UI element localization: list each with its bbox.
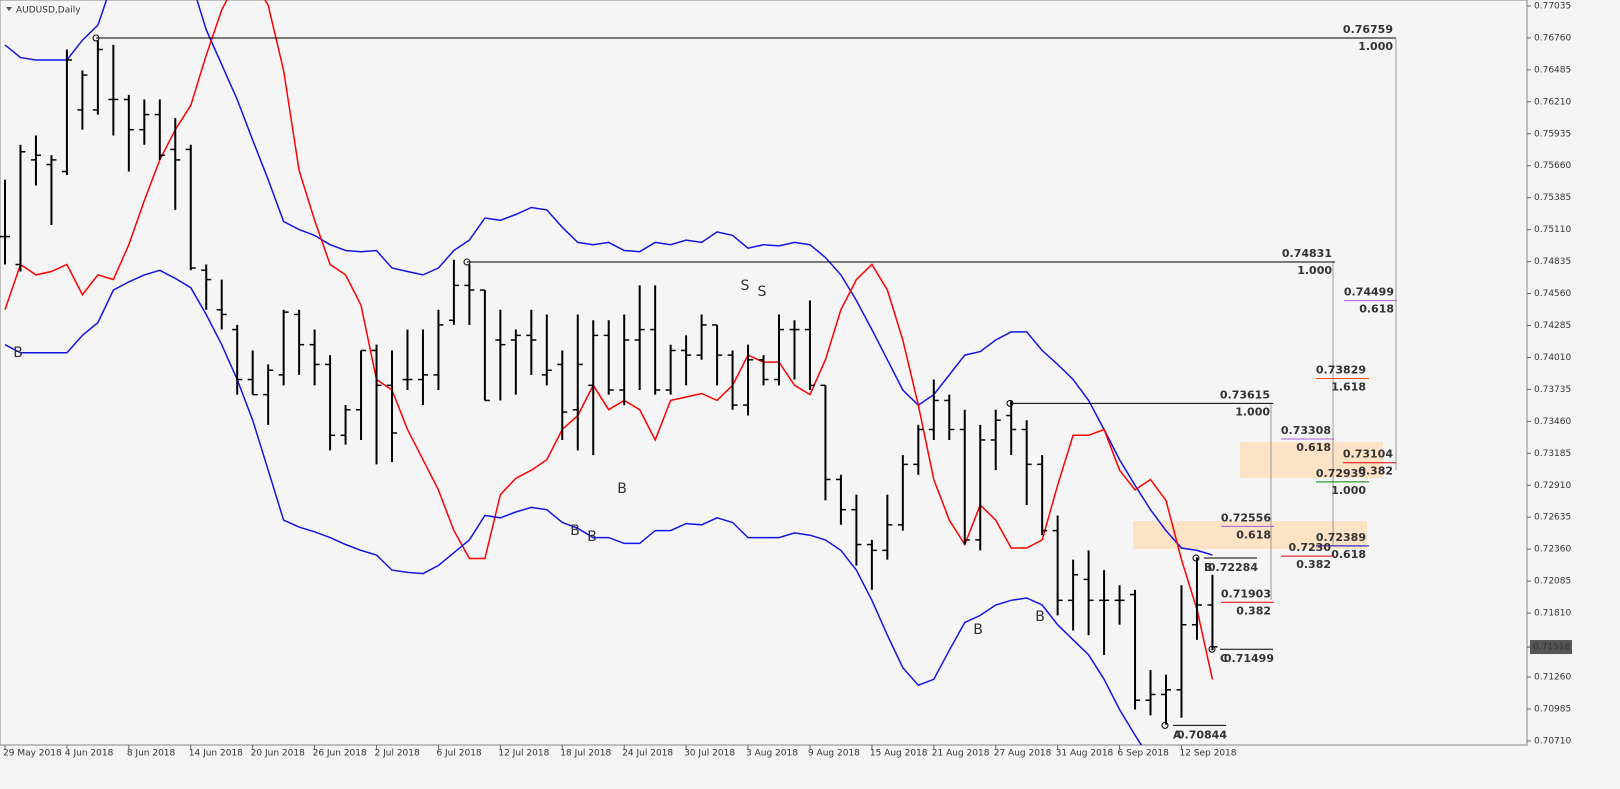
- point-letter: B: [1204, 561, 1212, 574]
- y-tick-label: 0.74010: [1534, 353, 1571, 363]
- fib-ratio: 1.000: [1297, 264, 1332, 277]
- fib-ratio: 0.382: [1296, 558, 1331, 571]
- y-tick-label: 0.71260: [1534, 673, 1571, 683]
- fib-value: 0.73829: [1316, 363, 1366, 376]
- pivot: [1161, 721, 1169, 729]
- y-tick-label: 0.72635: [1534, 513, 1571, 523]
- x-tick-label: 18 Jul 2018: [560, 749, 611, 759]
- y-tick-label: 0.70710: [1534, 736, 1571, 746]
- pivot: [1006, 399, 1014, 407]
- y-tick-label: 0.77035: [1534, 1, 1571, 11]
- fib-value: 0.74831: [1282, 247, 1332, 260]
- x-tick-label: 6 Sep 2018: [1118, 749, 1170, 759]
- signal-marker: B: [570, 523, 580, 539]
- fib-ratio: 0.382: [1236, 604, 1271, 617]
- indicator-line: [4, 269, 1143, 745]
- point-value: 0.70844: [1177, 728, 1227, 741]
- x-tick-label: 14 Jun 2018: [189, 749, 243, 759]
- pivot: [92, 34, 100, 42]
- point-value: 0.71499: [1224, 652, 1274, 665]
- fib-value: 0.7230: [1289, 541, 1332, 554]
- fib-frame: [1270, 39, 1397, 600]
- x-tick-label: 26 Jun 2018: [313, 749, 367, 759]
- point-letter: A: [1173, 728, 1182, 741]
- y-tick-label: 0.72910: [1534, 481, 1571, 491]
- plot: [0, 0, 1218, 745]
- y-tick-label: 0.74835: [1534, 257, 1571, 267]
- indicator-line: [4, 0, 1214, 680]
- y-tick-label: 0.74285: [1534, 321, 1571, 331]
- x-tick-label: 30 Jul 2018: [684, 749, 735, 759]
- y-tick-label: 0.75110: [1534, 225, 1571, 235]
- fib-ratio: 1.000: [1235, 405, 1270, 418]
- x-tick-label: 20 Jun 2018: [251, 749, 305, 759]
- point-letter: C: [1220, 652, 1228, 665]
- signal-marker: B: [617, 481, 627, 497]
- pivot: [1192, 554, 1200, 562]
- fib-ratio: 0.618: [1236, 528, 1271, 541]
- y-tick-label: 0.76210: [1534, 97, 1571, 107]
- fib-ratio: 0.618: [1296, 441, 1331, 454]
- menu-arrow[interactable]: [6, 7, 12, 11]
- x-tick-label: 24 Jul 2018: [622, 749, 673, 759]
- fib-value: 0.73104: [1343, 448, 1393, 461]
- fib-value: 0.74499: [1344, 286, 1394, 299]
- current-price-label: 0.71518: [1533, 643, 1570, 653]
- signal-marker: S: [741, 278, 750, 294]
- y-tick-label: 0.71810: [1534, 609, 1571, 619]
- y-tick-label: 0.73185: [1534, 449, 1571, 459]
- fib-ratio: 1.000: [1331, 484, 1366, 497]
- fib-ratio: 0.618: [1331, 548, 1366, 561]
- y-tick-label: 0.74560: [1534, 289, 1571, 299]
- pivot: [463, 258, 471, 266]
- x-tick-label: 31 Aug 2018: [1056, 749, 1114, 759]
- x-tick-label: 12 Sep 2018: [1179, 749, 1236, 759]
- zone: [1240, 442, 1383, 478]
- x-tick-label: 12 Jul 2018: [498, 749, 549, 759]
- signal-marker: B: [587, 529, 597, 545]
- y-tick-label: 0.72360: [1534, 545, 1571, 555]
- fib-ratio: 0.382: [1358, 465, 1393, 478]
- point-value: 0.72284: [1208, 561, 1258, 574]
- y-tick-label: 0.73735: [1534, 385, 1571, 395]
- fib-ratio: 1.618: [1331, 380, 1366, 393]
- signal-marker: S: [758, 284, 767, 300]
- y-tick-label: 0.76485: [1534, 65, 1571, 75]
- x-tick-label: 4 Jun 2018: [65, 749, 114, 759]
- fib-ratio: 1.000: [1358, 40, 1393, 53]
- fib-value: 0.72556: [1221, 511, 1271, 524]
- y-tick-label: 0.73460: [1534, 417, 1571, 427]
- pivot: [1208, 645, 1216, 653]
- fib-ratio: 0.618: [1359, 303, 1394, 316]
- x-tick-label: 27 Aug 2018: [994, 749, 1052, 759]
- y-tick-label: 0.75385: [1534, 193, 1571, 203]
- x-tick-label: 9 Aug 2018: [808, 749, 860, 759]
- indicator-line: [4, 0, 1213, 556]
- fib-value: 0.71903: [1221, 587, 1271, 600]
- y-tick-label: 0.72085: [1534, 577, 1571, 587]
- x-tick-label: 29 May 2018: [3, 749, 62, 759]
- x-tick-label: 8 Jun 2018: [127, 749, 176, 759]
- signal-marker: B: [1035, 609, 1045, 625]
- signal-marker: B: [13, 345, 23, 361]
- y-tick-label: 0.75935: [1534, 129, 1571, 139]
- y-tick-label: 0.70985: [1534, 704, 1571, 714]
- fib-value: 0.73308: [1281, 424, 1331, 437]
- fib-value: 0.73615: [1220, 388, 1270, 401]
- x-tick-label: 21 Aug 2018: [932, 749, 990, 759]
- fib-value: 0.72389: [1316, 531, 1366, 544]
- y-tick-label: 0.75660: [1534, 161, 1571, 171]
- x-tick-label: 15 Aug 2018: [870, 749, 928, 759]
- x-tick-label: 3 Aug 2018: [746, 749, 798, 759]
- y-tick-label: 0.76760: [1534, 33, 1571, 43]
- fib-value: 0.72939: [1316, 467, 1366, 480]
- chart-title: AUDUSD,Daily: [16, 6, 81, 16]
- fib-value: 0.76759: [1343, 23, 1393, 36]
- x-tick-label: 6 Jul 2018: [436, 749, 481, 759]
- x-tick-label: 2 Jul 2018: [375, 749, 420, 759]
- current-price-box: [1530, 640, 1572, 655]
- signal-marker: B: [973, 622, 983, 638]
